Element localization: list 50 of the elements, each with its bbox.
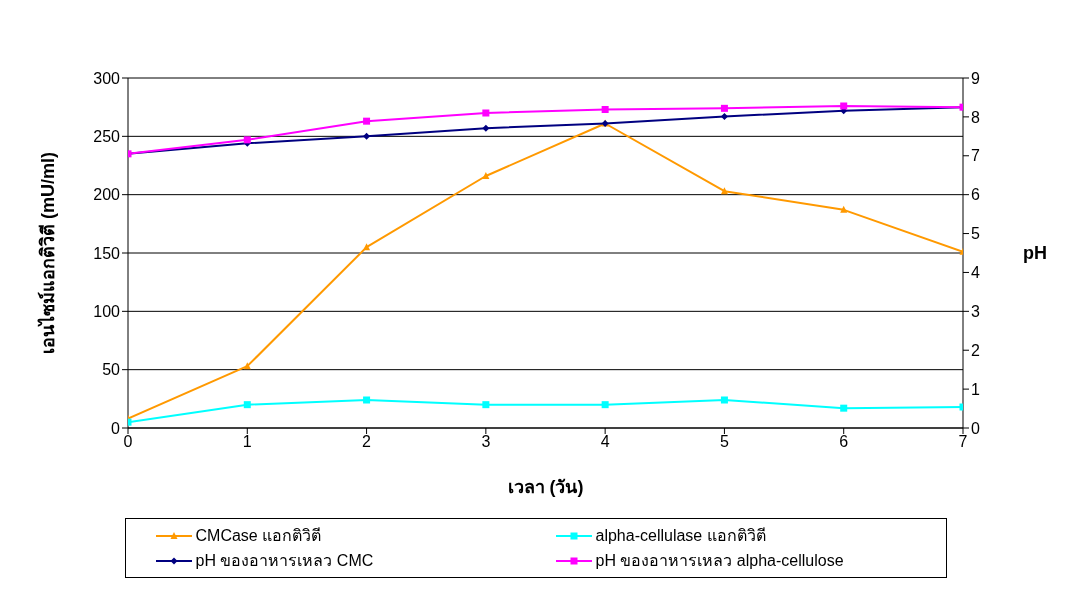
legend-label: pH ของอาหารเหลว CMC: [195, 551, 374, 571]
legend-label: CMCase แอกติวิตี: [195, 526, 322, 546]
point: [601, 401, 609, 409]
y2-tick-label: 6: [971, 186, 980, 204]
y-tick-label: 200: [93, 186, 121, 204]
point: [363, 243, 371, 251]
y2-tick-label: 1: [971, 380, 980, 398]
y2-tick-label: 3: [971, 303, 980, 321]
point: [601, 106, 609, 113]
x-tick-label: 5: [719, 433, 729, 451]
point: [482, 109, 490, 117]
y2-tick-label: 0: [971, 419, 980, 437]
x-tick-label: 7: [958, 433, 968, 451]
y2-tick-label: 5: [971, 225, 980, 243]
y-tick-label: 150: [93, 244, 121, 262]
x-tick-label: 0: [123, 433, 133, 451]
y-tick-label: 300: [93, 69, 121, 87]
point: [482, 172, 490, 179]
x-tick-label: 3: [481, 433, 491, 451]
y-tick-label: 50: [102, 361, 121, 379]
point: [720, 113, 728, 120]
legend-label: alpha-cellulase แอกติวิตี: [595, 526, 766, 546]
y2-tick-label: 2: [971, 341, 980, 359]
point: [720, 187, 728, 195]
point: [363, 396, 371, 404]
point: [840, 404, 848, 412]
point: [840, 205, 848, 213]
y-axis-title: เอนไซม์แอกติวิตี (mU/ml): [37, 151, 59, 354]
y2-tick-label: 4: [971, 264, 980, 282]
y2-tick-label: 9: [971, 69, 980, 87]
x-tick-label: 4: [600, 433, 610, 451]
y-tick-label: 0: [111, 419, 121, 437]
point: [720, 396, 728, 404]
point: [482, 401, 490, 409]
x-tick-label: 6: [839, 433, 849, 451]
y2-tick-label: 7: [971, 147, 980, 165]
x-tick-label: 2: [362, 433, 372, 451]
x-tick-label: 1: [242, 433, 252, 451]
y-tick-label: 100: [93, 303, 121, 321]
legend-label: pH ของอาหารเหลว alpha-cellulose: [595, 551, 844, 571]
point: [720, 104, 728, 112]
y2-tick-label: 8: [971, 108, 980, 126]
point: [840, 102, 848, 110]
y2-axis-title: pH: [1023, 243, 1047, 264]
point: [243, 401, 251, 409]
point: [482, 124, 490, 132]
y-tick-label: 250: [93, 128, 121, 146]
point: [363, 117, 371, 125]
point: [363, 132, 371, 140]
x-axis-title: เวลา (วัน): [507, 477, 584, 497]
